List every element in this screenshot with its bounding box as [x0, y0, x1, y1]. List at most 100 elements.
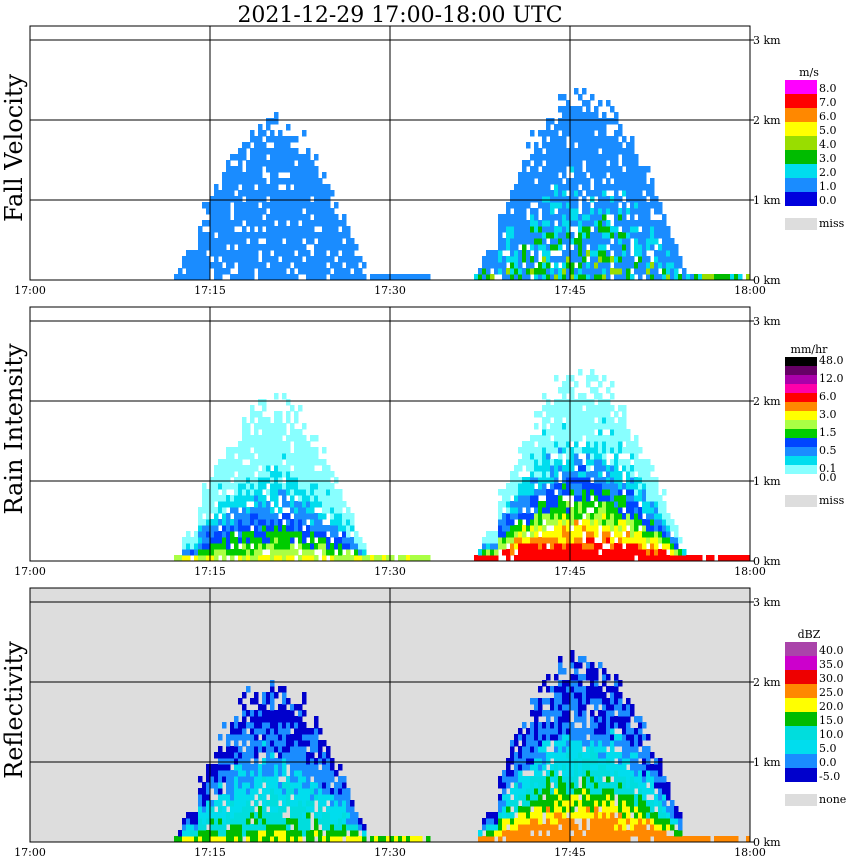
echo-cell: [598, 830, 603, 837]
echo-cell: [554, 686, 559, 693]
echo-cell: [210, 555, 215, 562]
echo-cell: [514, 752, 519, 759]
echo-cell: [630, 208, 635, 215]
echo-cell: [534, 142, 539, 149]
echo-cell: [338, 806, 343, 813]
echo-cell: [294, 549, 299, 556]
echo-cell: [242, 692, 247, 699]
echo-cell: [214, 483, 219, 490]
echo-cell: [574, 746, 579, 753]
echo-cell: [506, 806, 511, 813]
echo-cell: [306, 178, 311, 185]
echo-cell: [558, 268, 563, 275]
echo-cell: [274, 716, 279, 723]
echo-cell: [338, 537, 343, 544]
echo-cell: [242, 262, 247, 269]
echo-cell: [202, 525, 207, 532]
echo-cell: [602, 824, 607, 831]
echo-cell: [246, 752, 251, 759]
echo-cell: [254, 752, 259, 759]
echo-cell: [254, 758, 259, 765]
echo-cell: [594, 513, 599, 520]
echo-cell: [302, 543, 307, 550]
echo-cell: [270, 549, 275, 556]
echo-cell: [522, 555, 527, 562]
echo-cell: [610, 154, 615, 161]
echo-cell: [278, 238, 283, 245]
echo-cell: [186, 537, 191, 544]
echo-cell: [266, 417, 271, 424]
echo-cell: [638, 770, 643, 777]
echo-cell: [314, 214, 319, 221]
echo-cell: [298, 716, 303, 723]
echo-cell: [314, 244, 319, 251]
echo-cell: [290, 531, 295, 538]
echo-cell: [574, 274, 579, 281]
echo-cell: [578, 830, 583, 837]
echo-cell: [562, 160, 567, 167]
echo-cell: [542, 423, 547, 430]
echo-cell: [526, 824, 531, 831]
echo-cell: [282, 704, 287, 711]
echo-cell: [190, 274, 195, 281]
echo-cell: [294, 806, 299, 813]
echo-cell: [618, 471, 623, 478]
x-tick-label: 18:00: [734, 284, 766, 297]
echo-cell: [642, 226, 647, 233]
echo-cell: [214, 190, 219, 197]
echo-cell: [566, 519, 571, 526]
echo-cell: [482, 537, 487, 544]
echo-cell: [290, 734, 295, 741]
echo-cell: [218, 459, 223, 466]
echo-cell: [286, 722, 291, 729]
echo-cell: [638, 495, 643, 502]
echo-cell: [506, 537, 511, 544]
echo-cell: [306, 812, 311, 819]
echo-cell: [610, 812, 615, 819]
echo-cell: [338, 776, 343, 783]
echo-cell: [342, 274, 347, 281]
echo-cell: [654, 824, 659, 831]
echo-cell: [614, 788, 619, 795]
echo-cell: [290, 495, 295, 502]
echo-cell: [298, 782, 303, 789]
echo-cell: [606, 208, 611, 215]
echo-cell: [542, 788, 547, 795]
echo-cell: [306, 184, 311, 191]
echo-cell: [666, 806, 671, 813]
panel-label: Reflectivity: [0, 641, 28, 779]
echo-cell: [282, 734, 287, 741]
echo-cell: [554, 274, 559, 281]
echo-cell: [574, 148, 579, 155]
echo-cell: [498, 836, 503, 843]
echo-cell: [614, 824, 619, 831]
echo-cell: [618, 513, 623, 520]
echo-cell: [342, 800, 347, 807]
echo-cell: [262, 220, 267, 227]
echo-cell: [582, 483, 587, 490]
echo-cell: [558, 794, 563, 801]
echo-cell: [570, 507, 575, 514]
echo-cell: [222, 256, 227, 263]
echo-cell: [510, 190, 515, 197]
echo-cell: [282, 788, 287, 795]
echo-cell: [586, 202, 591, 209]
echo-cell: [486, 818, 491, 825]
echo-cell: [634, 507, 639, 514]
echo-cell: [278, 818, 283, 825]
echo-cell: [262, 190, 267, 197]
echo-cell: [686, 836, 691, 843]
echo-cell: [586, 232, 591, 239]
echo-cell: [710, 555, 715, 562]
echo-cell: [262, 788, 267, 795]
echo-cell: [598, 196, 603, 203]
echo-cell: [362, 824, 367, 831]
echo-cell: [238, 238, 243, 245]
echo-cell: [566, 525, 571, 532]
echo-cell: [554, 734, 559, 741]
echo-cell: [610, 788, 615, 795]
echo-cell: [582, 208, 587, 215]
echo-cell: [554, 710, 559, 717]
echo-cell: [258, 525, 263, 532]
echo-cell: [570, 106, 575, 113]
